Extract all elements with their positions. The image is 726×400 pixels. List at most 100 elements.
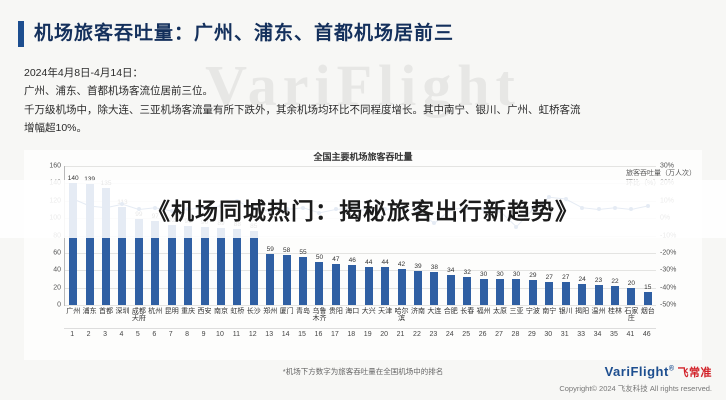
chart-bar [545,281,554,305]
chart-rank-label: 1 [70,331,75,338]
chart-gridline [65,305,656,306]
x-axis-tick: 虹桥 [230,308,245,315]
chart-bar-value: 30 [512,270,521,278]
chart-bar [512,278,521,305]
chart-bar-value: 30 [496,270,504,278]
chart-bar [578,284,587,305]
chart-bar-value: 24 [578,276,586,284]
chart-rank-label: 14 [281,331,290,338]
chart-title: 全国主要机场旅客吞吐量 [313,152,413,162]
brand-name: VariFlight [604,364,669,379]
chart-bar [528,279,537,305]
y-axis-tick: 160 [49,162,61,170]
chart-bar [216,227,225,305]
chart-bar-value: 15 [644,283,652,291]
chart-rank-label: 29 [527,331,536,338]
chart-rank-label: 19 [363,331,372,338]
chart-bar [85,184,94,305]
chart-gridline [65,287,656,289]
chart-bar [134,219,143,305]
chart-rank-label: 34 [593,331,602,338]
x-axis-tick: 大连 [427,308,442,315]
chart-bar [496,278,505,305]
y-axis-tick: 0 [57,301,61,309]
x-axis-tick: 杭州 [148,308,163,315]
chart-rank-label: 5 [135,331,140,338]
chart-bar [413,271,422,305]
chart-bar [561,281,570,305]
chart-bar-value: 27 [545,273,553,281]
x-axis-tick: 郑州 [263,308,278,315]
chart-bar-value: 22 [611,277,619,285]
x-axis-tick: 济南 [410,308,425,315]
subtitle-line-3: 千万级机场中，除大连、三亚机场客流量有所下跌外，其余机场均环比不同程度增长。其中… [24,103,581,116]
chart-bar [610,285,619,305]
chart-rank-label: 17 [330,331,339,338]
chart-rank-label: 12 [248,331,257,338]
chart-rank-label: 33 [577,331,586,338]
chart-bar-value: 30 [480,270,488,278]
chart-bar-value: 58 [283,246,291,254]
x-axis-tick: 合肥 [443,308,458,315]
chart-bar [233,228,242,305]
subtitle-line-4: 增幅超10%。 [24,122,88,135]
chart-bar-value: 55 [299,249,307,257]
chart-bar [266,253,275,305]
brand-name-cn: 飞常准 [677,367,712,379]
chart-bar [118,206,127,305]
chart-footnote: *机场下方数字为旅客吞吐量在全国机场中的排名 [282,367,444,376]
chart-bar [282,254,291,305]
subtitle-line-2: 广州、浦东、首都机场客流位居前三位。 [24,85,213,98]
chart-bar [643,291,652,305]
x-axis-tick: 贵阳 [328,308,343,315]
chart-gridline [65,270,656,272]
x-axis-tick: 天津 [378,308,393,315]
x-axis-tick: 厦门 [279,308,294,315]
chart-bar-value: 23 [594,277,603,285]
x-axis-tick: 首都 [99,308,114,315]
y2-axis-tick: -40% [660,284,677,292]
chart-bar-value: 38 [430,264,438,271]
chart-bar [364,266,373,305]
chart-rank-row: 1 2 3 4 5 6 7 8 9 10 11 12 13 14 15 16 17 18 19 20 21 22 23 24 2… [64,328,656,340]
chart-bar-value: 50 [315,253,324,261]
x-axis-tick: 揭阳 [575,308,590,315]
chart-bar [249,231,258,305]
chart-bar [446,275,455,305]
chart-bar [348,265,357,305]
x-axis-tick: 烟台 [640,308,655,315]
chart-bar [331,264,340,305]
chart-bar-value: 42 [397,260,406,268]
chart-bar-value: 32 [463,269,471,277]
header-accent-bar [18,21,24,47]
chart-rank-label: 24 [445,331,454,338]
chart-bar-value: 140 [67,175,79,183]
chart-bar-value: 34 [447,267,455,275]
chart-rank-label: 7 [168,331,173,338]
brand-registered-mark: ® [668,365,675,373]
chart-rank-label: 25 [462,331,471,338]
chart-bar [184,225,193,305]
chart-bar-value: 139 [84,176,95,183]
overlay-headline: 《机场同城热门：揭秘旅客出行新趋势》 [147,198,579,224]
chart-bar [102,187,111,305]
x-axis-tick: 深圳 [115,308,130,315]
chart-bar [594,285,603,305]
chart-bar-value: 44 [381,258,389,266]
chart-rank-label: 4 [119,331,124,338]
copyright-text: Copyright© 2024 飞友科技 All rights reserved… [559,384,712,393]
subtitle-block: 2024年4月8日-4月14日： 广州、浦东、首都机场客流位居前三位。 千万级机… [24,64,644,138]
chart-rank-label: 2 [86,331,91,338]
x-axis-tick: 南宁 [542,308,557,315]
overlay-banner: 《机场同城热门：揭秘旅客出行新趋势》 [0,180,726,238]
x-axis-tick: 石家庄 [624,308,639,323]
chart-rank-label: 6 [152,331,157,338]
chart-rank-label: 41 [626,331,635,338]
x-axis-tick: 桂林 [607,308,622,315]
chart-rank-label: 13 [265,331,274,338]
chart-bar-value: 44 [365,258,373,266]
chart-rank-label: 18 [347,331,356,338]
chart-bar [627,287,636,305]
x-axis-tick: 哈尔滨 [394,308,409,323]
chart-bar [167,225,176,305]
